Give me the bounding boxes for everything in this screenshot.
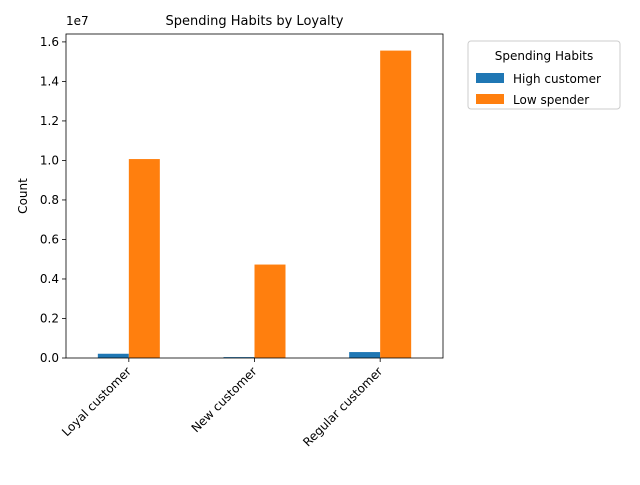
bars-group — [97, 50, 412, 358]
bar-low-spender-loyal-customer — [128, 159, 160, 358]
bar-high-customer-new-customer — [223, 357, 255, 358]
y-tick-label: 1.0 — [40, 153, 59, 167]
y-tick-label: 1.4 — [40, 74, 59, 88]
plot-frame — [65, 33, 444, 359]
y-tick-label: 0.6 — [40, 232, 59, 246]
legend-items: High customer Low spender — [476, 72, 601, 107]
bar-high-customer-loyal-customer — [97, 353, 129, 358]
y-tick-label: 1.2 — [40, 114, 59, 128]
legend-box — [467, 40, 621, 110]
y-tick-label: 1.6 — [40, 35, 59, 49]
chart-title: Spending Habits by Loyalty — [166, 14, 344, 29]
y-tick-label: 0.0 — [40, 351, 59, 365]
y-axis-label: Count — [16, 178, 30, 214]
bar-low-spender-new-customer — [254, 264, 286, 358]
bar-low-spender-regular-customer — [380, 50, 412, 358]
y-axis-ticks: 0.0 0.2 0.4 0.6 0.8 1.0 1.2 1.4 1.6 — [40, 35, 66, 365]
y-tick-label: 0.8 — [40, 193, 59, 207]
legend: Spending Habits High customer Low spender — [467, 40, 621, 110]
legend-entry: High customer — [513, 72, 601, 86]
bar-high-customer-regular-customer — [349, 352, 381, 358]
legend-swatch — [476, 73, 504, 83]
legend-title: Spending Habits — [495, 49, 594, 63]
legend-swatch — [476, 94, 504, 104]
legend-entry: Low spender — [513, 93, 589, 107]
y-axis-scale-note: 1e7 — [66, 14, 89, 28]
y-tick-label: 0.2 — [40, 311, 59, 325]
y-tick-label: 0.4 — [40, 272, 59, 286]
